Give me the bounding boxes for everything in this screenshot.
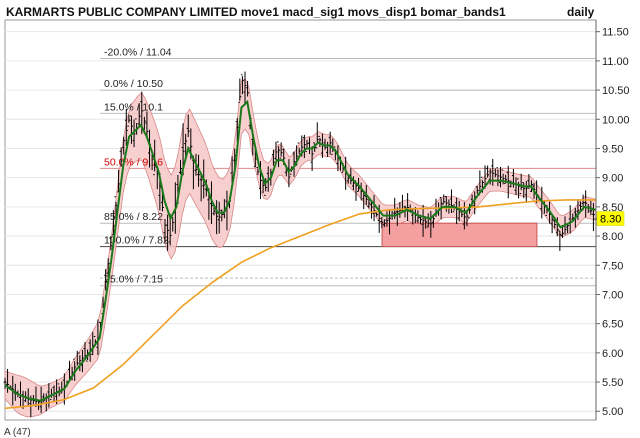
last-price-marker (596, 211, 625, 226)
price-bars (3, 71, 598, 418)
y-axis-tick-label: 5.00 (602, 406, 623, 418)
y-axis-tick-label: 6.00 (602, 348, 623, 360)
y-axis-tick-label: 10.50 (602, 85, 630, 97)
last-price-label: 8.30 (600, 214, 621, 226)
support-zone (381, 222, 538, 248)
fib-level-label: 100.0% / 7.82 (104, 235, 169, 247)
y-axis-tick-label: 7.00 (602, 289, 623, 301)
y-axis-tick-label: 11.50 (602, 27, 629, 39)
fib-level-label: -20.0% / 11.04 (104, 47, 172, 59)
period-label: daily (567, 5, 595, 19)
y-axis-tick-label: 6.50 (602, 319, 623, 331)
y-axis-tick-label: 5.50 (602, 377, 623, 389)
y-axis-tick-label: 9.00 (602, 173, 623, 185)
fib-level-label: 85.0% / 8.22 (104, 211, 163, 223)
y-axis-tick-label: 7.50 (602, 260, 623, 272)
fib-level-label: 15.0% / 10.1 (104, 101, 163, 113)
fast-moving-average (4, 99, 597, 402)
y-axis-tick-label: 8.50 (602, 202, 623, 214)
y-axis-tick-label: 8.00 (602, 231, 623, 243)
slow-moving-average (4, 199, 596, 410)
fib-level-label: 25.0% / 7.15 (104, 274, 163, 286)
bottom-panel-label: A (47) (4, 427, 31, 438)
fib-level-label: 50.0% / 9.16 (104, 156, 163, 168)
y-axis-tick-label: 10.00 (602, 114, 630, 126)
chart-title: KARMARTS PUBLIC COMPANY LIMITED move1 ma… (6, 5, 506, 19)
y-axis-tick-label: 11.00 (602, 56, 629, 68)
y-axis-tick-label: 9.50 (602, 143, 623, 155)
fib-level-label: 0.0% / 10.50 (104, 78, 163, 90)
